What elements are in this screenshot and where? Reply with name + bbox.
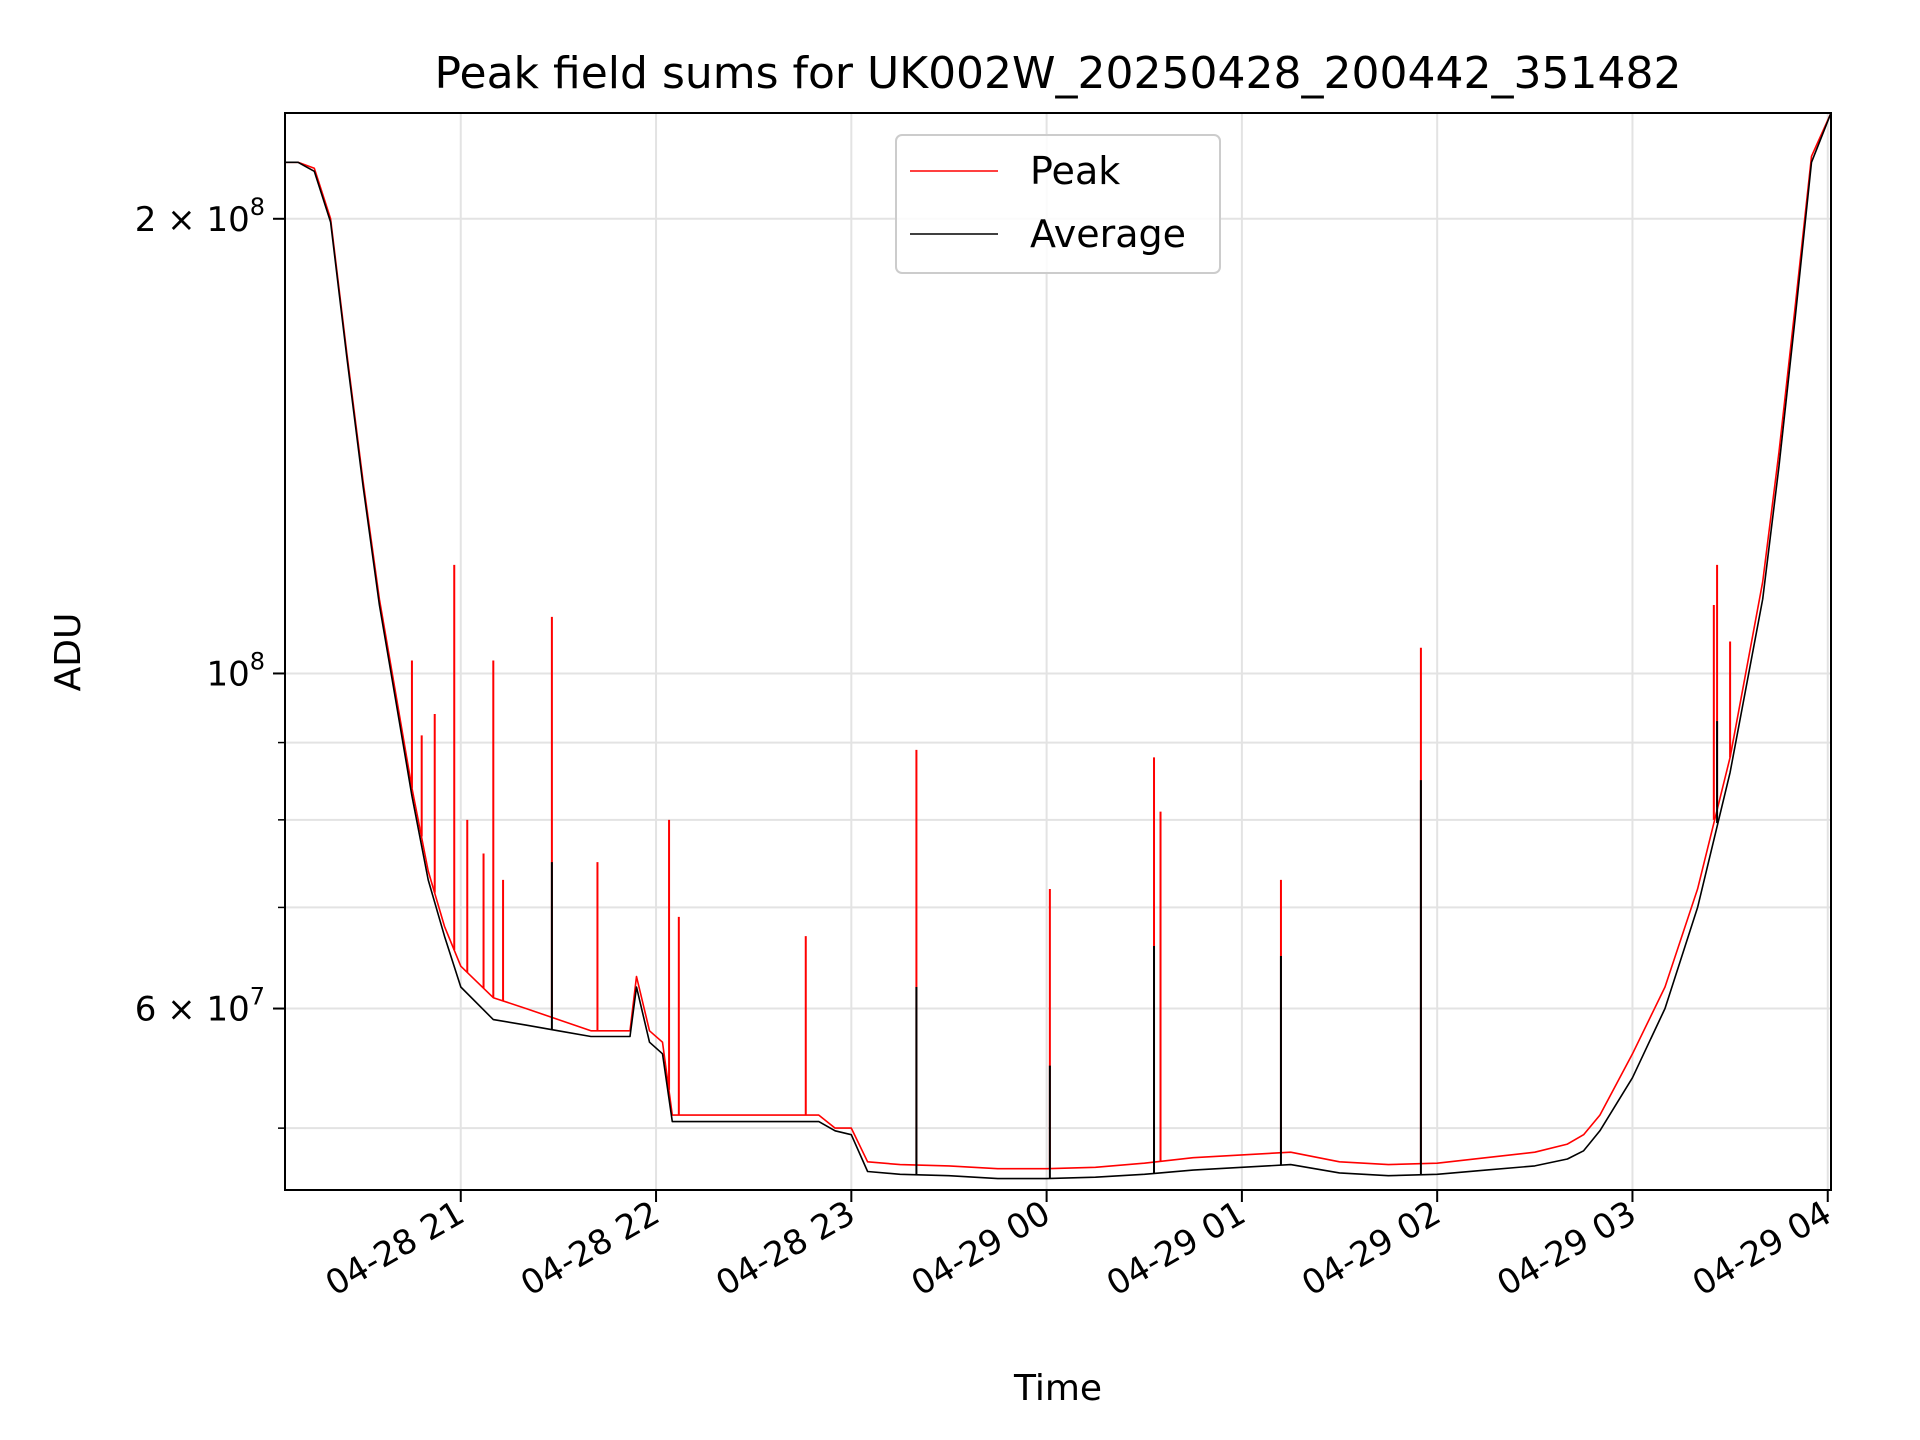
legend-box	[895, 134, 1221, 274]
legend: Peak Average	[895, 134, 1221, 274]
series-peak	[285, 113, 1831, 1170]
grid-layer	[285, 113, 1831, 1190]
y-tick-label: 108	[206, 647, 265, 694]
chart-title: Peak field sums for UK002W_20250428_2004…	[435, 48, 1682, 99]
plot-frame	[284, 112, 1832, 1191]
y-tick-label: 2 × 108	[135, 193, 265, 240]
legend-label-peak: Peak	[1030, 149, 1120, 193]
legend-label-average: Average	[1030, 212, 1186, 256]
y-axis-label: ADU	[48, 613, 89, 692]
x-axis-label: Time	[1013, 1368, 1102, 1409]
series-average	[285, 113, 1831, 1180]
series-line-average	[285, 113, 1831, 1180]
y-tick-label: 6 × 107	[135, 983, 265, 1030]
series-line-peak	[285, 113, 1831, 1170]
data-layer	[285, 113, 1831, 1180]
